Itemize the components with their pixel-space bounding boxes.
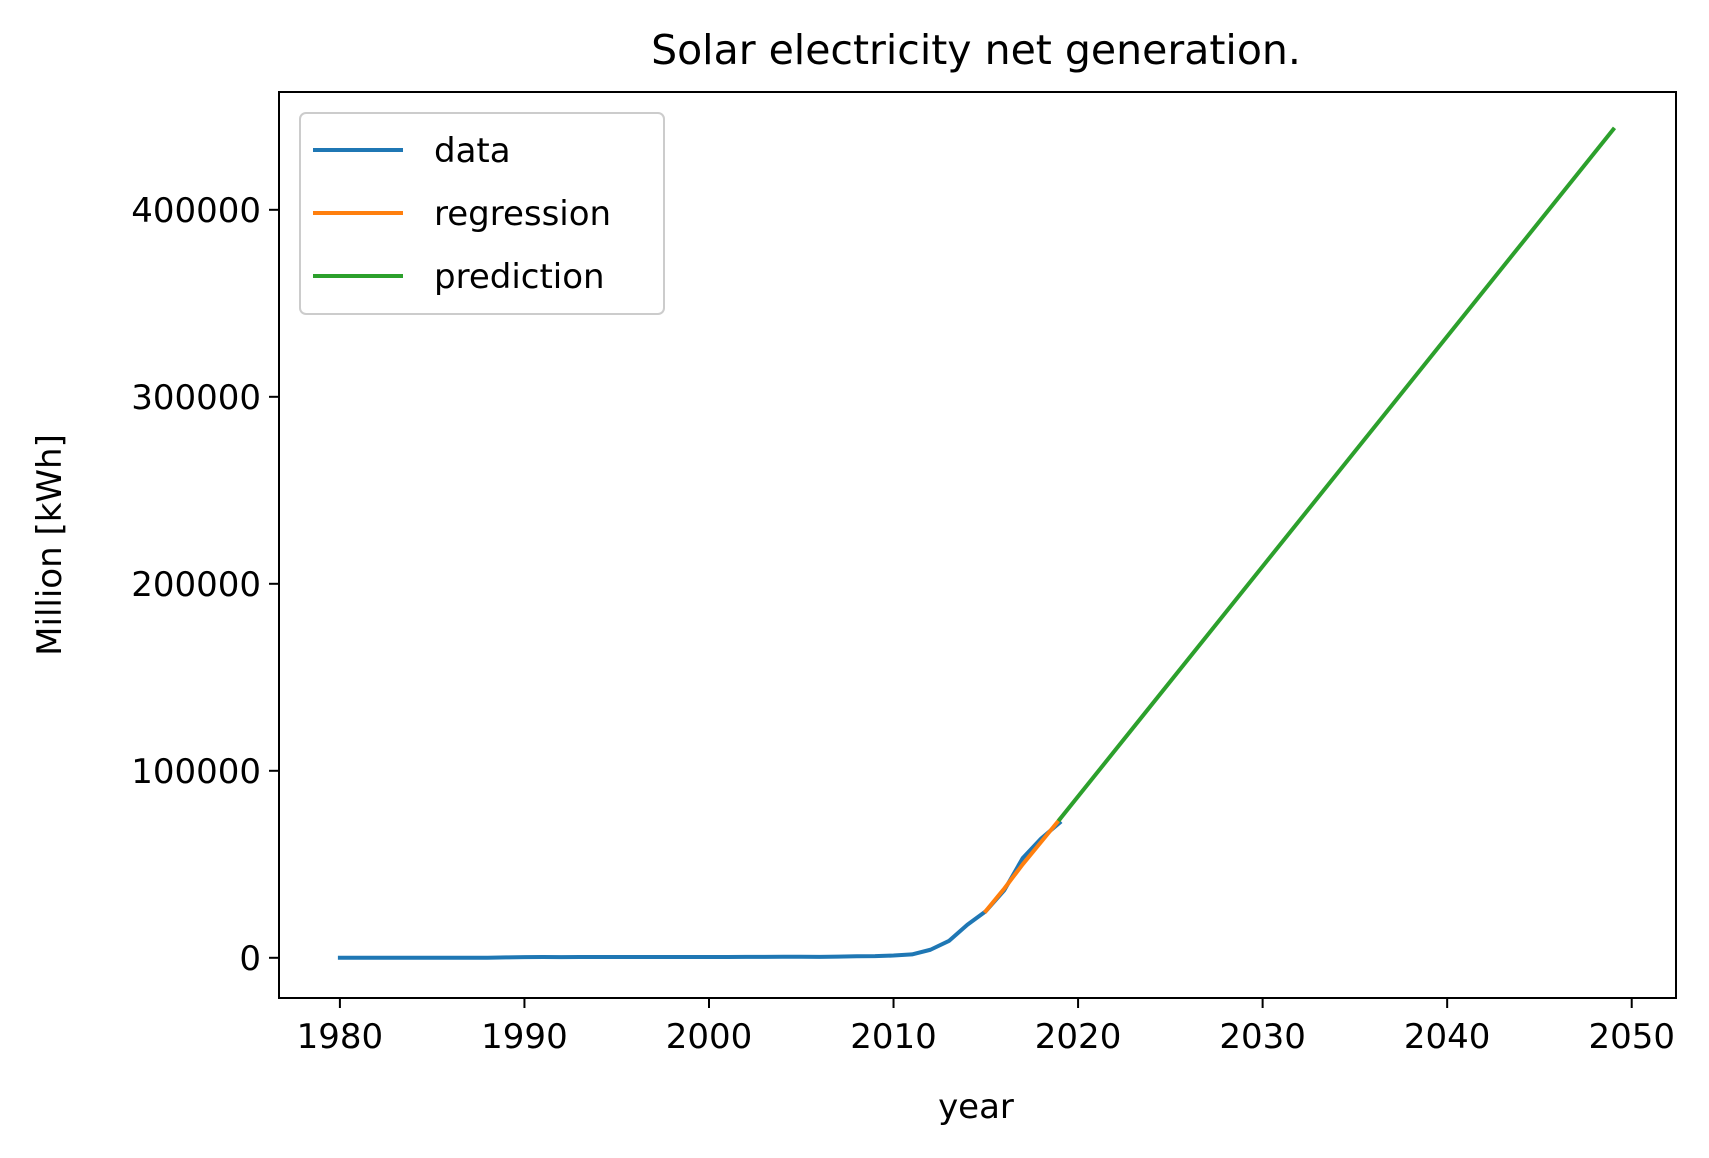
- x-tick-label: 2050: [1588, 1017, 1675, 1057]
- x-tick-label: 2010: [850, 1017, 937, 1057]
- axis-ticks: 1980 1990 2000 2010 2020 2030 2040 2050 0 100000 2…: [131, 191, 1675, 1057]
- x-tick-label: 1990: [481, 1017, 568, 1057]
- legend-label-data: data: [434, 131, 511, 171]
- series-line-regression: [982, 816, 1063, 914]
- y-tick-label: 300000: [131, 378, 261, 418]
- legend: data regression prediction: [299, 112, 665, 315]
- x-tick-label: 2000: [666, 1017, 753, 1057]
- legend-box: [299, 112, 665, 315]
- y-tick-label: 100000: [131, 752, 261, 792]
- x-axis-label: year: [938, 1087, 1014, 1127]
- x-tick-label: 1980: [297, 1017, 384, 1057]
- legend-label-prediction: prediction: [434, 257, 605, 297]
- legend-label-regression: regression: [434, 194, 611, 234]
- x-tick-label: 2020: [1035, 1017, 1122, 1057]
- x-tick-label: 2040: [1404, 1017, 1491, 1057]
- x-tick-label: 2030: [1219, 1017, 1306, 1057]
- y-axis-label: Million [kWh]: [30, 434, 70, 656]
- series-line-prediction: [1056, 126, 1617, 823]
- y-tick-label: 200000: [131, 565, 261, 605]
- y-tick-label: 400000: [131, 191, 261, 231]
- chart-title: Solar electricity net generation.: [651, 26, 1301, 74]
- plot-area: [337, 126, 1617, 960]
- series-line-data: [337, 819, 1063, 960]
- axes-frame: [278, 91, 1677, 999]
- y-tick-label: 0: [239, 939, 261, 979]
